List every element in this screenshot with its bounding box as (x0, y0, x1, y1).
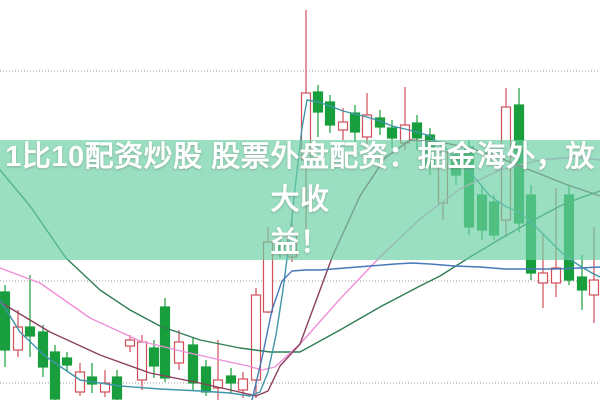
candle-body (111, 376, 123, 400)
candle-body (0, 291, 11, 351)
candle-body (324, 101, 336, 126)
candle-body (148, 347, 160, 367)
candle-body (349, 112, 361, 133)
candle-body (187, 344, 199, 384)
candle-body (159, 306, 171, 379)
candle-body (337, 121, 349, 131)
ma-blue-flat (251, 262, 600, 400)
candle-body (74, 371, 86, 393)
banner-title-line1: 1比10配资炒股 股票外盘配资：掘金海外，放大收 (5, 140, 595, 216)
banner-title-line2: 益！ (270, 226, 330, 259)
candle-body (49, 351, 61, 400)
candle-body (237, 378, 249, 391)
candle-body (124, 339, 136, 347)
promo-banner: 1比10配资炒股 股票外盘配资：掘金海外，放大收 益！ (0, 140, 600, 260)
banner-title: 1比10配资炒股 股票外盘配资：掘金海外，放大收 益！ (0, 136, 600, 265)
candle-body (361, 114, 373, 138)
candle-body (37, 331, 49, 368)
candle-body (250, 294, 262, 381)
candle-body (588, 279, 600, 296)
candle-body (537, 272, 549, 284)
candle-body (99, 382, 111, 393)
candle-body (386, 127, 398, 139)
candle-body (136, 341, 148, 381)
candle-body (225, 375, 237, 384)
candle-body (576, 276, 588, 291)
candle-body (12, 326, 24, 351)
candle-body (200, 366, 212, 393)
candle-body (61, 357, 73, 366)
candle-body (173, 341, 185, 364)
candle-body (212, 379, 224, 389)
candle-body (24, 326, 36, 337)
candle-body (550, 267, 562, 284)
